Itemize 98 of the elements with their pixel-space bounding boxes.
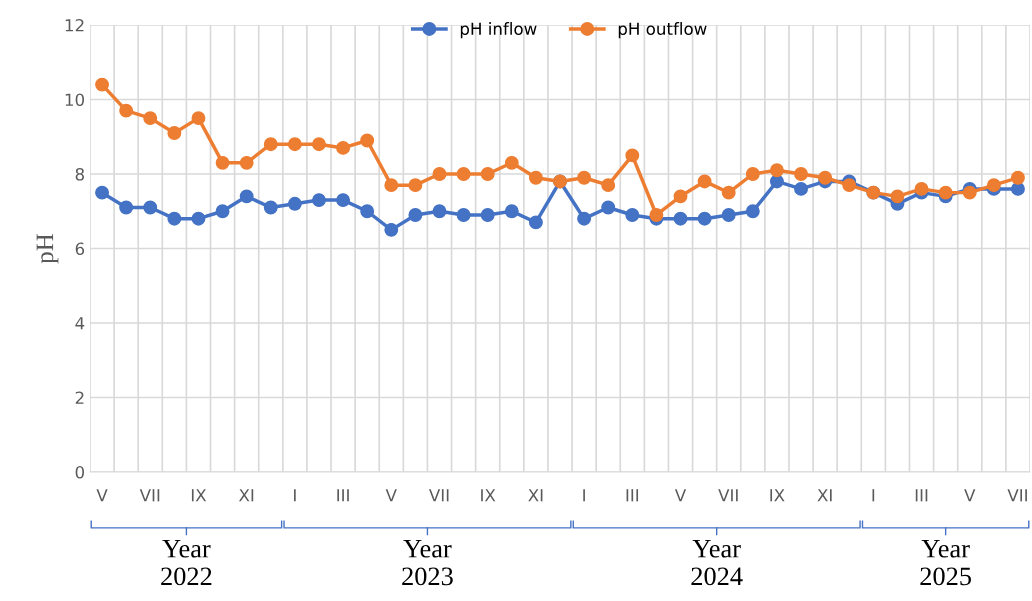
y-tick-label: 10: [65, 93, 85, 107]
text: Year 2024: [691, 540, 743, 586]
point: [360, 133, 375, 148]
point: [794, 181, 808, 196]
x-tick-label: III: [915, 489, 928, 502]
point: [914, 181, 929, 196]
point: [432, 167, 447, 181]
legend-label: pH inflow: [460, 22, 537, 39]
point: [528, 170, 543, 185]
x-tick-label: V: [385, 489, 397, 502]
point: [239, 189, 254, 204]
point: [408, 208, 423, 222]
point: [287, 137, 302, 152]
point: [119, 200, 134, 215]
point: [215, 155, 230, 170]
point: [745, 167, 760, 181]
point: [167, 211, 182, 226]
x-tick-label: VII: [429, 489, 449, 502]
x-tick-label: I: [872, 489, 875, 502]
x-tick-label: III: [626, 489, 639, 502]
x-tick-label: VII: [718, 489, 738, 502]
point: [95, 77, 109, 92]
point: [673, 211, 688, 226]
point: [480, 208, 495, 222]
point: [962, 185, 977, 200]
point: [384, 222, 399, 237]
x-tick-label: IX: [191, 489, 207, 502]
point: [577, 211, 592, 226]
point: [408, 178, 423, 193]
point: [601, 178, 616, 193]
point: [336, 193, 351, 208]
point: [528, 215, 543, 230]
point: [95, 185, 109, 200]
point: [191, 111, 206, 126]
point: [239, 155, 254, 170]
point: [312, 193, 326, 208]
x-tick-label: IX: [770, 489, 785, 502]
legend-label: pH outflow: [618, 22, 707, 39]
point: [336, 140, 351, 155]
point: [697, 211, 712, 226]
x-tick-label: VII: [1007, 489, 1027, 502]
text: Year 2022: [161, 540, 212, 586]
point: [769, 163, 784, 178]
point: [215, 204, 230, 219]
point: [263, 137, 278, 152]
x-tick-label: XI: [528, 489, 543, 502]
x-tick-label: IX: [481, 489, 496, 502]
point: [794, 167, 808, 181]
x-tick-label: I: [294, 489, 296, 502]
x-tick-label: VII: [139, 489, 160, 502]
point: [287, 196, 302, 211]
x-tick-label: XI: [817, 489, 832, 502]
point: [625, 208, 640, 222]
point: [938, 185, 953, 200]
point: [745, 204, 760, 219]
point: [504, 204, 519, 219]
y-tick-label: 12: [65, 18, 84, 32]
point: [818, 170, 833, 185]
x-tick-label: I: [583, 489, 585, 502]
point: [312, 137, 326, 152]
point: [480, 167, 495, 181]
point: [601, 200, 616, 215]
point: [456, 167, 471, 181]
point: [842, 178, 857, 193]
x-tick-label: V: [964, 489, 976, 502]
y-tick-label: 6: [75, 242, 85, 256]
point: [673, 189, 688, 204]
y-tick-label: 0: [75, 465, 85, 479]
point: [1011, 181, 1025, 196]
point: [577, 170, 592, 185]
point: [721, 208, 736, 222]
point: [143, 200, 158, 215]
point: [625, 148, 640, 163]
y-axis-title: pH: [36, 233, 59, 264]
x-tick-label: III: [337, 489, 349, 502]
point: [143, 111, 158, 126]
point: [432, 204, 447, 219]
point: [167, 126, 182, 140]
point: [456, 208, 471, 222]
point: [1011, 170, 1025, 185]
x-tick-label: V: [674, 489, 687, 502]
point: [890, 189, 905, 204]
point: [360, 204, 375, 219]
point: [263, 200, 278, 215]
point: [721, 185, 736, 200]
point: [384, 178, 399, 193]
text: Year 2025: [920, 540, 971, 586]
text: Year 2023: [402, 540, 453, 586]
y-tick-label: 2: [75, 391, 84, 404]
point: [504, 155, 519, 170]
point: [119, 103, 134, 118]
y-tick-label: 4: [75, 317, 85, 330]
point: [697, 174, 712, 189]
x-tick-label: XI: [239, 489, 254, 502]
x-tick-label: V: [96, 489, 108, 502]
y-tick-label: 8: [75, 167, 84, 181]
point: [191, 211, 206, 226]
point: [649, 208, 664, 222]
